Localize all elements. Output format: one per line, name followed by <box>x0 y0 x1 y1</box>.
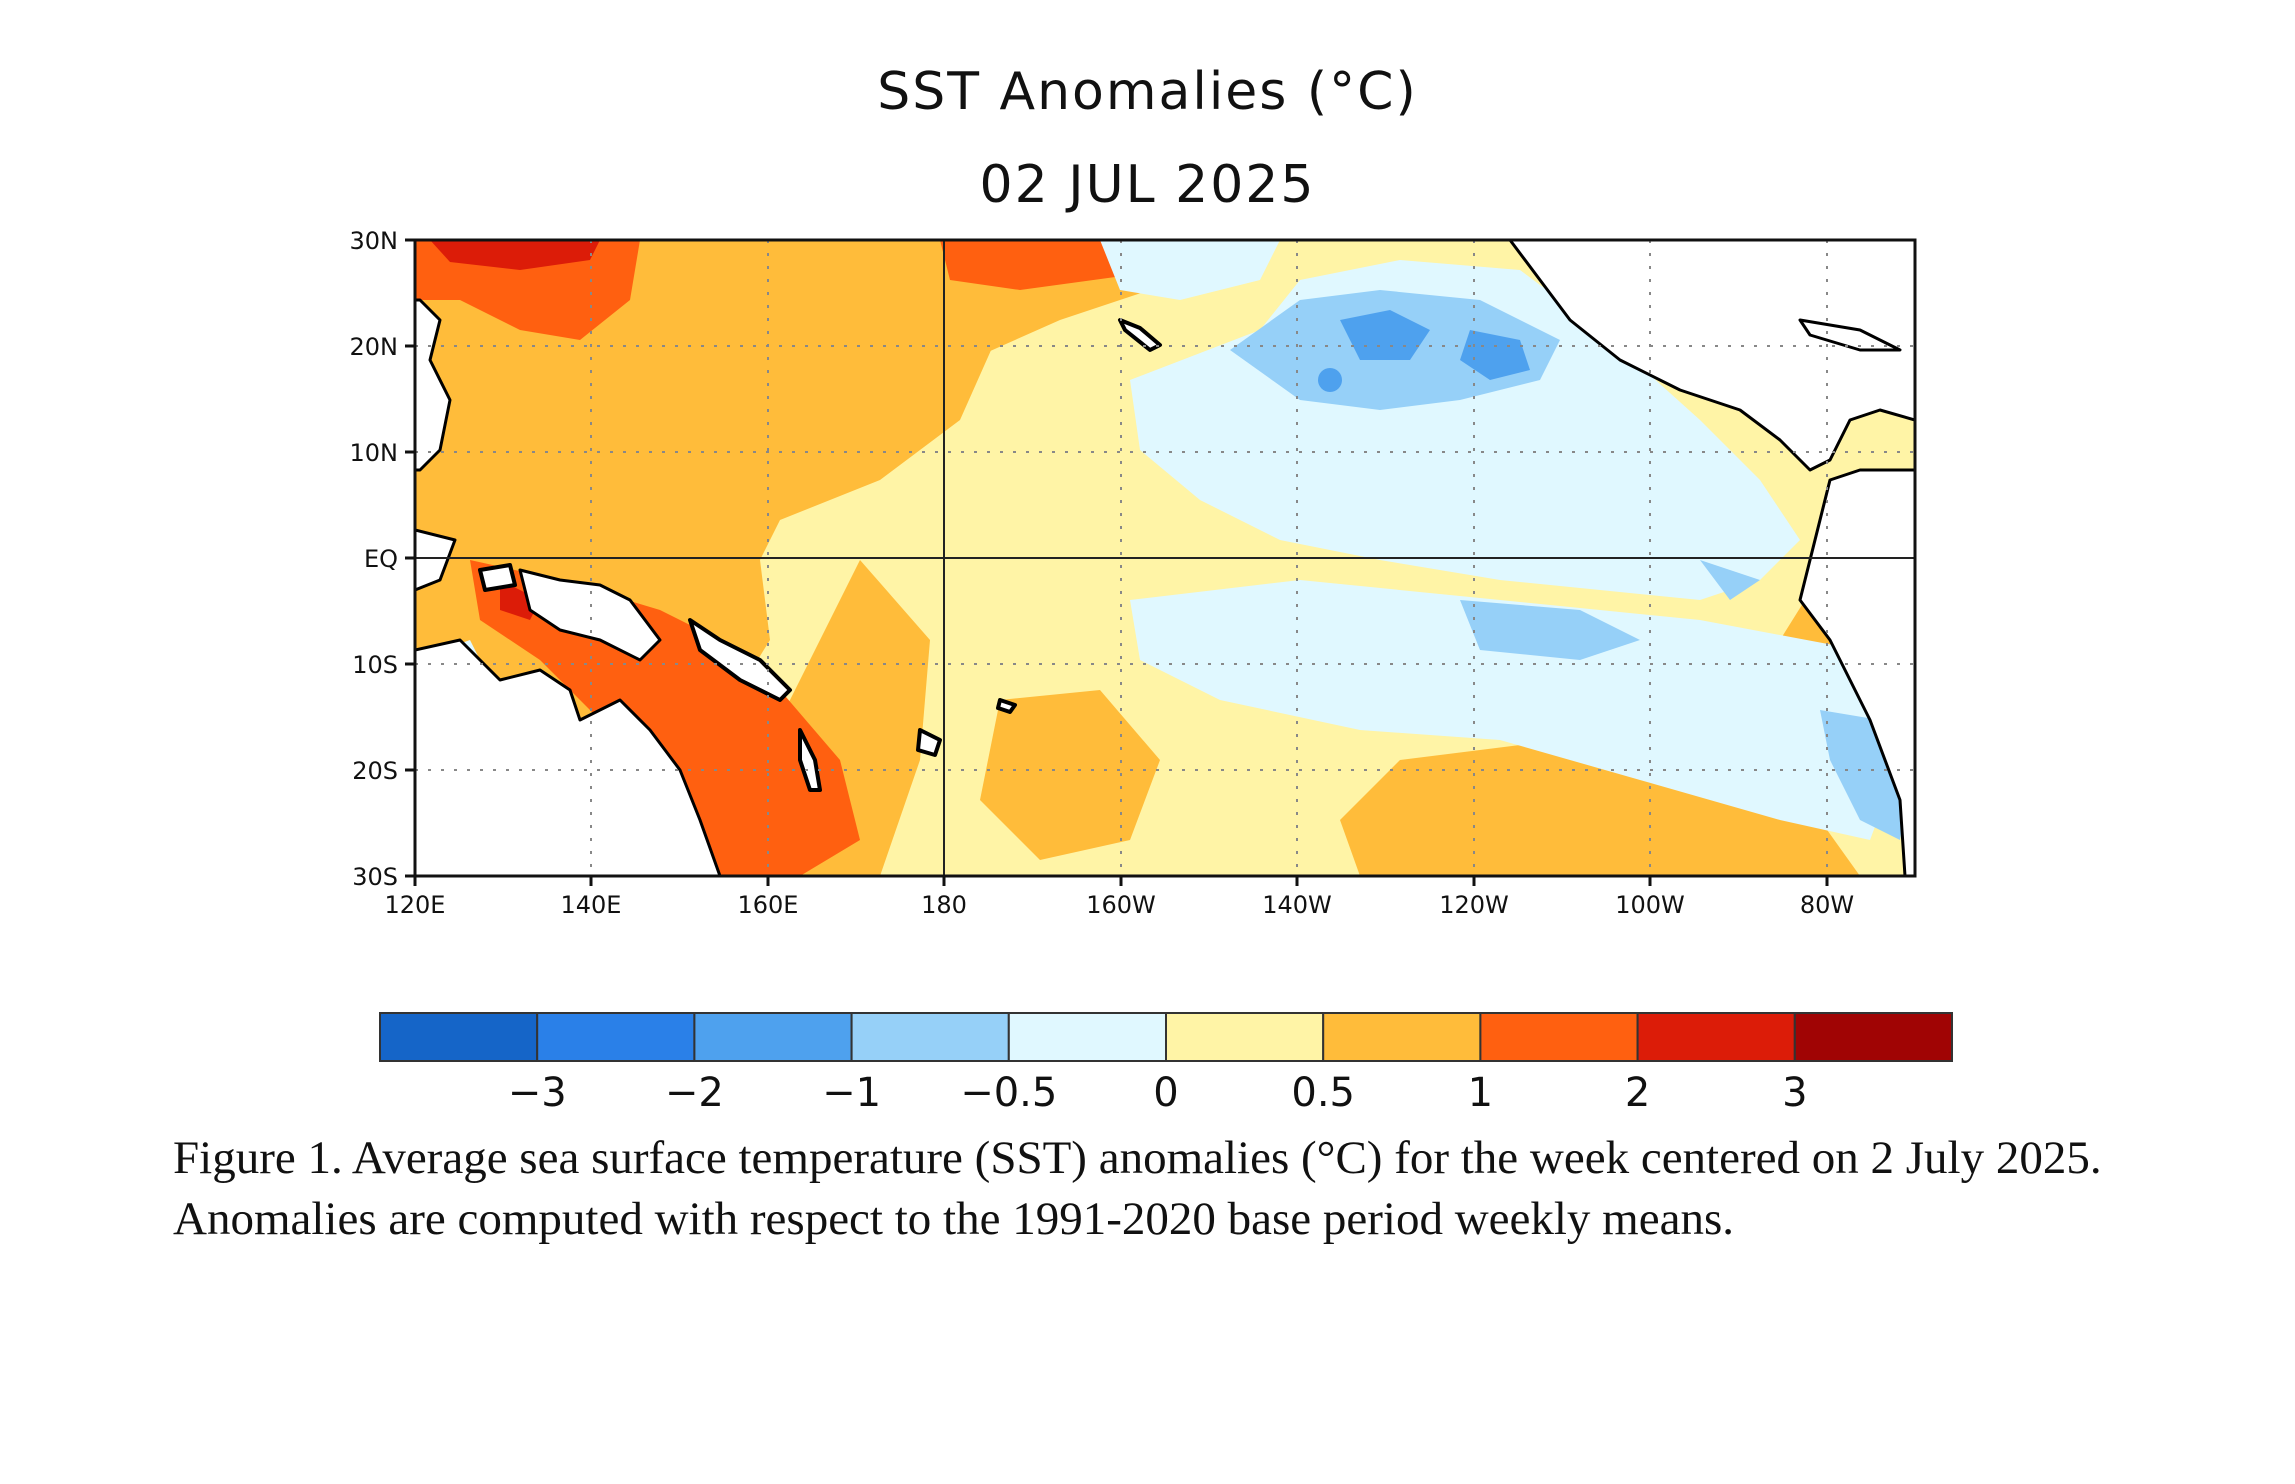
colorbar-tick-label: −1 <box>822 1070 881 1116</box>
map-title: SST Anomalies (°C) <box>877 62 1418 122</box>
lon-label: 80W <box>1800 891 1854 919</box>
lat-label: 20N <box>350 333 399 361</box>
lon-label: 100W <box>1615 891 1685 919</box>
figure-caption: Figure 1. Average sea surface temperatur… <box>173 1132 2102 1245</box>
lat-label: 30S <box>352 863 398 891</box>
colorbar-swatch <box>1479 1012 1639 1062</box>
colorbar-swatch <box>1165 1012 1325 1062</box>
anomaly-neg1-neg2-regions <box>1318 310 1530 392</box>
map-date: 02 JUL 2025 <box>979 155 1316 215</box>
lon-label: 140W <box>1262 891 1332 919</box>
lon-label: 160E <box>738 891 799 919</box>
land-masses <box>415 240 1915 876</box>
lat-lon-grid <box>415 240 1915 876</box>
lon-label: 180 <box>921 891 967 919</box>
colorbar-tick-label: 1 <box>1468 1070 1493 1116</box>
colorbar-swatch <box>693 1012 853 1062</box>
colorbar-swatch <box>1636 1012 1796 1062</box>
south-america-landmass <box>1798 468 1915 876</box>
lon-label: 140E <box>561 891 622 919</box>
islands-small-1 <box>996 698 1017 714</box>
colorbar-labels: −3 −2 −1 −0.5 0 0.5 1 2 3 <box>508 1070 1808 1116</box>
lon-label: 160W <box>1086 891 1156 919</box>
colorbar <box>379 1012 1954 1062</box>
lat-label: 20S <box>352 757 398 785</box>
fiji-islands <box>916 728 942 757</box>
philippines-landmass <box>415 298 452 472</box>
hawaii-islands <box>1118 318 1162 352</box>
solomon-islands <box>688 618 792 702</box>
lon-labels: 120E 140E 160E 180 160W 140W 120W 100W 8… <box>385 891 1855 919</box>
colorbar-tick-label: 2 <box>1625 1070 1650 1116</box>
lon-label: 120W <box>1439 891 1509 919</box>
axis-ticks <box>405 238 1829 886</box>
lat-label: 30N <box>350 227 399 255</box>
colorbar-tick-label: 3 <box>1782 1070 1807 1116</box>
colorbar-swatch <box>536 1012 696 1062</box>
anomaly-field <box>415 240 1915 876</box>
colorbar-tick-label: 0 <box>1153 1070 1178 1116</box>
colorbar-swatch <box>1793 1012 1954 1062</box>
lat-label: EQ <box>364 545 398 573</box>
islands-small-2 <box>478 563 517 592</box>
colorbar-swatch <box>1322 1012 1482 1062</box>
colorbar-tick-label: −0.5 <box>960 1070 1057 1116</box>
vanuatu-islands <box>798 728 822 792</box>
mexico-landmass <box>1508 240 1915 472</box>
colorbar-tick-label: −2 <box>665 1070 724 1116</box>
australia-landmass <box>415 638 722 876</box>
cuba-landmass <box>1798 318 1902 352</box>
colorbar-swatch <box>1007 1012 1167 1062</box>
borneo-landmass <box>415 528 457 592</box>
new-guinea-landmass <box>518 568 662 662</box>
colorbar-tick-label: 0.5 <box>1291 1070 1355 1116</box>
lat-label: 10S <box>352 651 398 679</box>
colorbar-swatch <box>850 1012 1010 1062</box>
lat-labels: 30N 20N 10N EQ 10S 20S 30S <box>350 227 399 891</box>
lat-label: 10N <box>350 439 399 467</box>
colorbar-swatch <box>379 1012 539 1062</box>
lon-label: 120E <box>385 891 446 919</box>
colorbar-tick-label: −3 <box>508 1070 567 1116</box>
